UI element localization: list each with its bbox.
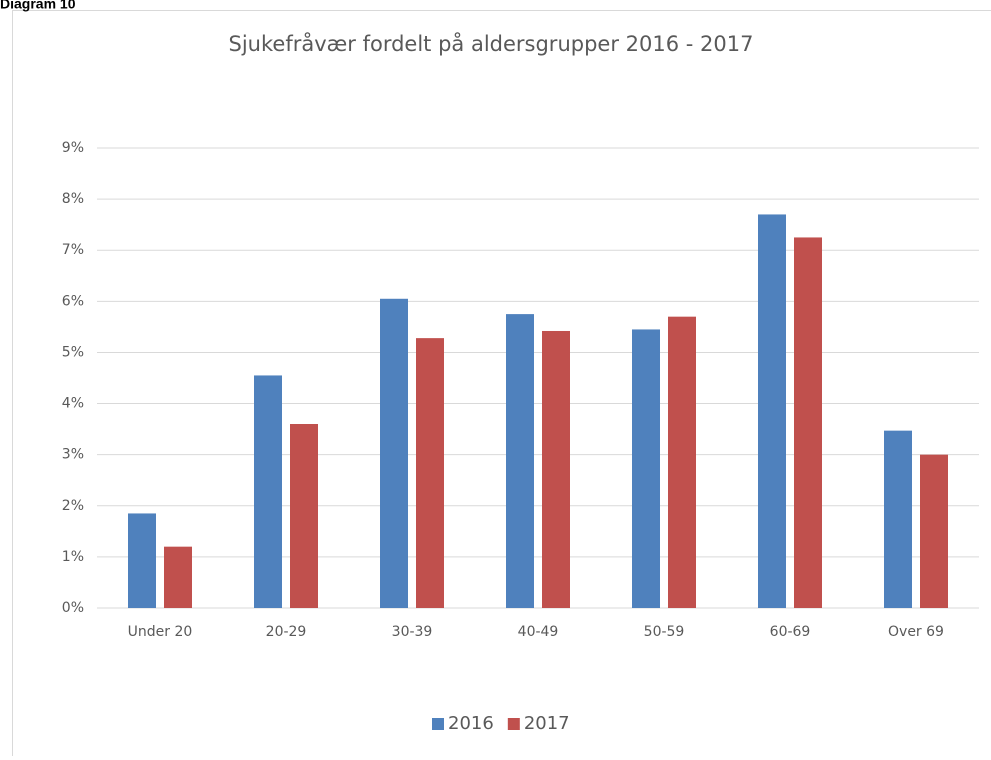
y-tick-label: 6% <box>62 293 84 309</box>
x-tick-label: Under 20 <box>128 624 193 640</box>
bar <box>506 314 534 608</box>
y-tick-label: 0% <box>62 600 84 616</box>
legend-swatch <box>508 718 520 730</box>
bar <box>884 431 912 608</box>
y-tick-label: 2% <box>62 498 84 514</box>
y-tick-label: 3% <box>62 447 84 463</box>
x-tick-label: 60-69 <box>770 624 811 640</box>
y-tick-label: 9% <box>62 140 84 156</box>
y-tick-label: 8% <box>62 191 84 207</box>
bar <box>380 299 408 608</box>
legend-swatch <box>432 718 444 730</box>
x-tick-label: Over 69 <box>888 624 944 640</box>
bar <box>632 329 660 608</box>
bar <box>128 513 156 608</box>
y-tick-label: 7% <box>62 242 84 258</box>
chart-border <box>13 11 991 757</box>
bar <box>542 331 570 608</box>
bar <box>254 375 282 608</box>
chart-title: Sjukefråvær fordelt på aldersgrupper 201… <box>229 31 754 56</box>
bar <box>164 547 192 608</box>
x-tick-label: 20-29 <box>266 624 307 640</box>
bar <box>920 455 948 608</box>
x-tick-label: 30-39 <box>392 624 433 640</box>
bar <box>290 424 318 608</box>
figure-label: Diagram 10 <box>0 0 76 12</box>
bar <box>794 237 822 608</box>
y-tick-label: 5% <box>62 344 84 360</box>
x-tick-label: 50-59 <box>644 624 685 640</box>
y-tick-label: 1% <box>62 549 84 565</box>
y-tick-label: 4% <box>62 396 84 412</box>
legend-label: 2017 <box>524 713 570 734</box>
bar <box>668 317 696 608</box>
bar <box>758 214 786 608</box>
legend-label: 2016 <box>448 713 494 734</box>
bar <box>416 338 444 608</box>
x-tick-label: 40-49 <box>518 624 559 640</box>
